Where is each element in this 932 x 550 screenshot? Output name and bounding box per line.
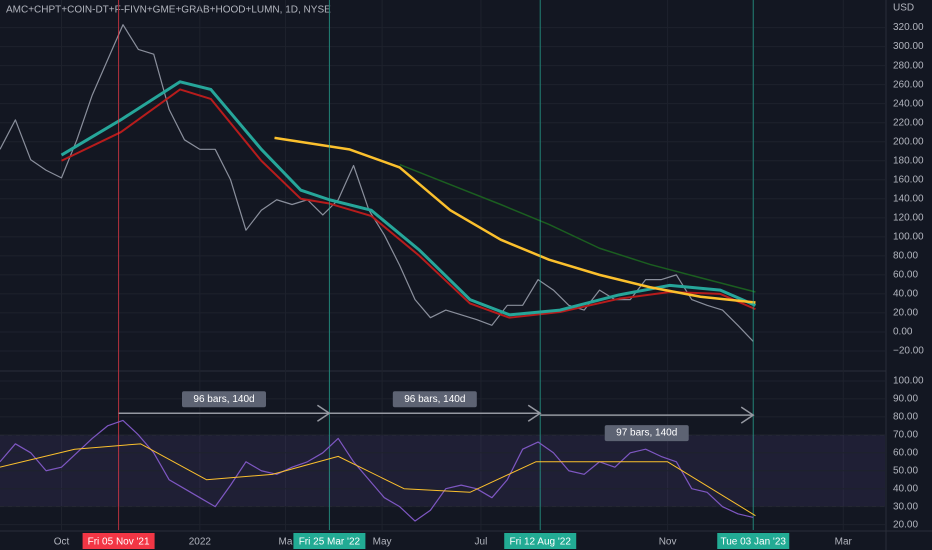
x-tick-label: May — [373, 537, 392, 548]
y-tick-label: 160.00 — [893, 174, 924, 185]
y-tick-label: 60.00 — [893, 270, 918, 281]
y-tick-label: 180.00 — [893, 155, 924, 166]
y-tick-label: 80.00 — [893, 412, 918, 423]
x-tick-label: Fri 12 Aug '22 — [510, 537, 572, 548]
x-tick-label: Fri 25 Mar '22 — [299, 537, 361, 548]
measure-arrow — [316, 404, 331, 422]
chart-title: AMC+CHPT+COIN-DT+F-FIVN+GME+GRAB+HOOD+LU… — [6, 5, 331, 16]
x-tick-label: Fri 05 Nov '21 — [88, 537, 150, 548]
y-tick-label: 90.00 — [893, 394, 918, 405]
y-tick-label: 20.00 — [893, 308, 918, 319]
y-tick-label: 220.00 — [893, 117, 924, 128]
series-line — [0, 419, 754, 522]
y-tick-label: 40.00 — [893, 483, 918, 494]
y-tick-label: 280.00 — [893, 60, 924, 71]
y-tick-label: 70.00 — [893, 429, 918, 440]
y-tick-label: 0.00 — [893, 327, 913, 338]
x-tick-highlight — [717, 533, 790, 549]
x-tick-label: 2022 — [189, 537, 212, 548]
y-tick-label: 240.00 — [893, 98, 924, 109]
measure-arrow — [527, 404, 542, 422]
measure-label: 97 bars, 140d — [616, 428, 677, 439]
x-tick-label: Oct — [54, 537, 70, 548]
series-line — [61, 88, 756, 319]
x-tick-label: Jul — [475, 537, 488, 548]
x-tick-label: Ma — [279, 537, 293, 548]
y-tick-label: 120.00 — [893, 212, 924, 223]
y-tick-label: 40.00 — [893, 289, 918, 300]
y-tick-label: 60.00 — [893, 447, 918, 458]
y-tick-label: 100.00 — [893, 231, 924, 242]
x-tick-label: Tue 03 Jan '23 — [720, 537, 786, 548]
x-tick-highlight — [293, 533, 366, 549]
measure-label-box — [392, 391, 477, 408]
series-line — [60, 80, 757, 317]
measure-arrow — [740, 406, 755, 424]
y-tick-label: 30.00 — [893, 501, 918, 512]
series-line — [399, 163, 756, 293]
measure-label: 96 bars, 140d — [404, 394, 465, 405]
y-tick-label: 320.00 — [893, 22, 924, 33]
y-tick-label: 140.00 — [893, 193, 924, 204]
x-tick-highlight — [504, 533, 577, 549]
measure-label-box — [604, 425, 689, 442]
y-tick-label: 20.00 — [893, 519, 918, 530]
series-line — [0, 443, 756, 517]
x-tick-label: Mar — [835, 537, 853, 548]
y-tick-label: 200.00 — [893, 136, 924, 147]
y-tick-label: 50.00 — [893, 465, 918, 476]
y-tick-label: −20.00 — [893, 346, 924, 357]
y-tick-label: 80.00 — [893, 251, 918, 262]
x-tick-label: Nov — [659, 537, 677, 548]
x-tick-highlight — [82, 533, 155, 549]
y-tick-label: 260.00 — [893, 79, 924, 90]
series-line — [274, 136, 756, 304]
y-tick-label: 300.00 — [893, 41, 924, 52]
measure-label: 96 bars, 140d — [193, 394, 254, 405]
measure-label-box — [181, 391, 266, 408]
y-tick-label: 100.00 — [893, 376, 924, 387]
series-line — [0, 24, 754, 342]
unit-label: USD — [893, 3, 914, 14]
